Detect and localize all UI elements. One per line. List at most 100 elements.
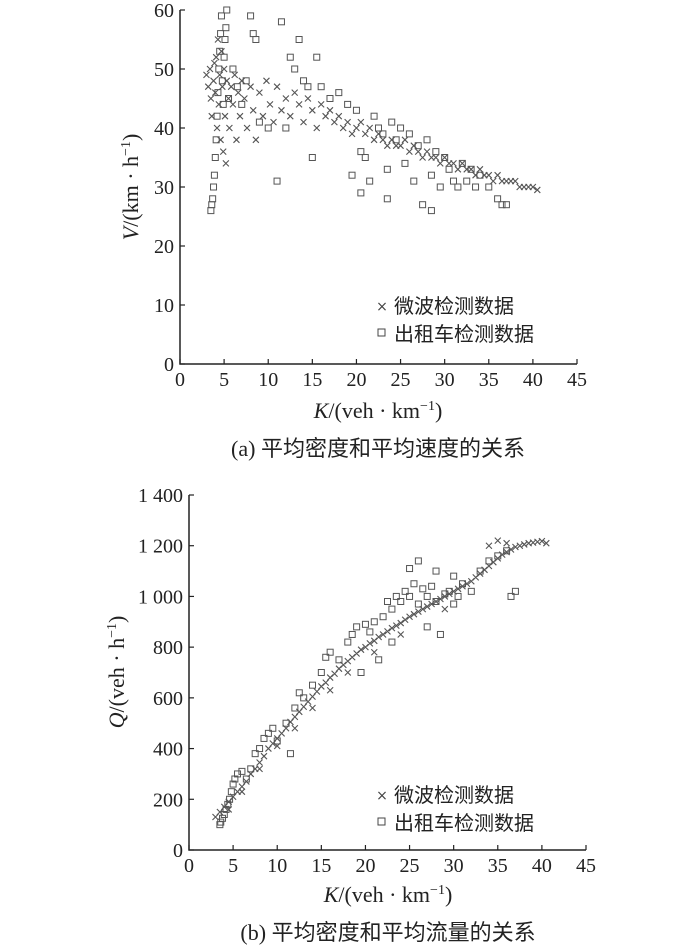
taxi-point xyxy=(219,814,227,822)
panel-b-flow-density: 0 200 400 600 800 1 000 1 200 1 400 0 5 10 15 20 25 3… xyxy=(104,485,596,945)
x-tick-label: 5 xyxy=(219,369,229,391)
panel-b-y-axis-label: Q/(veh · h−1) xyxy=(104,616,129,729)
microwave-point xyxy=(203,71,210,79)
microwave-point xyxy=(331,118,338,126)
taxi-point xyxy=(414,142,422,150)
taxi-point xyxy=(406,592,414,600)
microwave-point xyxy=(375,130,382,138)
taxi-point xyxy=(375,656,383,664)
taxi-point xyxy=(277,18,285,26)
taxi-point xyxy=(502,201,510,209)
microwave-point xyxy=(247,83,254,91)
taxi-point xyxy=(357,189,365,197)
microwave-point xyxy=(397,619,405,627)
microwave-point xyxy=(231,71,239,79)
microwave-point xyxy=(348,130,356,138)
microwave-point xyxy=(217,136,224,144)
y-tick-label: 10 xyxy=(154,295,174,317)
y-tick-label: 40 xyxy=(154,118,174,140)
panel-a-x-axis-label: K/(veh · km−1) xyxy=(313,398,443,423)
microwave-point xyxy=(458,160,466,167)
microwave-point xyxy=(222,160,230,167)
panel-b-legend-microwave: 微波检测数据 xyxy=(394,783,514,807)
taxi-point xyxy=(286,750,294,758)
microwave-point xyxy=(213,124,221,132)
taxi-point xyxy=(392,592,400,600)
x-tick-label: 25 xyxy=(400,855,420,877)
taxi-point xyxy=(216,47,224,55)
microwave-point xyxy=(326,686,334,694)
panel-b-marks xyxy=(212,537,550,829)
x-tick-label: 45 xyxy=(567,369,587,391)
microwave-point xyxy=(339,124,347,132)
taxi-point xyxy=(291,704,299,712)
microwave-point xyxy=(383,142,391,150)
microwave-point xyxy=(241,95,248,102)
microwave-point xyxy=(489,177,497,185)
taxi-point xyxy=(428,582,436,590)
microwave-point xyxy=(542,539,550,547)
taxi-point xyxy=(220,53,228,61)
x-tick-label: 25 xyxy=(391,369,411,391)
microwave-point xyxy=(414,148,422,155)
taxi-point xyxy=(388,638,396,646)
y-tick-label: 30 xyxy=(154,177,174,199)
x-tick-label: 20 xyxy=(355,855,375,877)
microwave-point xyxy=(291,89,299,96)
panel-a-caption: (a) 平均密度和平均速度的关系 xyxy=(231,436,525,461)
taxi-point xyxy=(383,165,391,173)
taxi-point xyxy=(485,557,493,565)
microwave-point xyxy=(423,603,431,610)
microwave-point xyxy=(529,183,537,191)
taxi-point xyxy=(208,201,216,209)
taxi-point xyxy=(353,623,361,631)
taxi-point xyxy=(436,183,444,191)
microwave-point xyxy=(226,124,233,132)
taxi-point xyxy=(211,154,219,161)
microwave-point xyxy=(273,83,281,91)
taxi-point xyxy=(217,12,225,20)
microwave-point xyxy=(216,71,224,79)
microwave-point xyxy=(512,543,519,551)
taxi-point xyxy=(256,745,264,753)
microwave-point xyxy=(410,610,418,618)
taxi-point xyxy=(222,24,230,32)
panel-a-legend-taxi: 出租车检测数据 xyxy=(394,322,534,346)
taxi-point xyxy=(317,83,325,91)
taxi-point xyxy=(215,65,223,73)
taxi-point xyxy=(366,628,374,636)
microwave-point xyxy=(388,136,396,144)
microwave-point xyxy=(344,669,352,676)
panel-b-x-axis-label: K/(veh · km−1) xyxy=(323,882,453,907)
taxi-point xyxy=(361,154,369,161)
panel-b-legend-taxi: 出租车检测数据 xyxy=(394,811,534,835)
microwave-point xyxy=(520,541,528,548)
taxi-point xyxy=(449,177,457,185)
x-tick-label: 35 xyxy=(488,855,508,877)
x-tick-label: 40 xyxy=(523,369,543,391)
microwave-point xyxy=(282,95,290,102)
microwave-point xyxy=(401,136,409,144)
microwave-point xyxy=(454,165,462,173)
taxi-point xyxy=(423,623,431,631)
taxi-point xyxy=(472,183,480,191)
microwave-point xyxy=(214,36,222,43)
taxi-point xyxy=(229,65,237,73)
taxi-point xyxy=(344,638,352,646)
taxi-point xyxy=(441,154,449,161)
taxi-point xyxy=(222,805,230,813)
taxi-point xyxy=(210,171,218,179)
taxi-point xyxy=(410,580,418,588)
microwave-point xyxy=(233,136,240,144)
taxi-point xyxy=(445,587,453,595)
x-tick-label: 45 xyxy=(576,855,596,877)
x-tick-label: 30 xyxy=(435,369,455,391)
taxi-point xyxy=(494,195,502,203)
y-tick-label: 600 xyxy=(153,688,183,710)
taxi-point xyxy=(209,195,217,203)
taxi-point xyxy=(397,598,405,605)
microwave-point xyxy=(322,112,329,120)
microwave-point xyxy=(210,77,217,85)
taxi-point xyxy=(388,118,396,126)
taxi-point xyxy=(414,557,422,565)
